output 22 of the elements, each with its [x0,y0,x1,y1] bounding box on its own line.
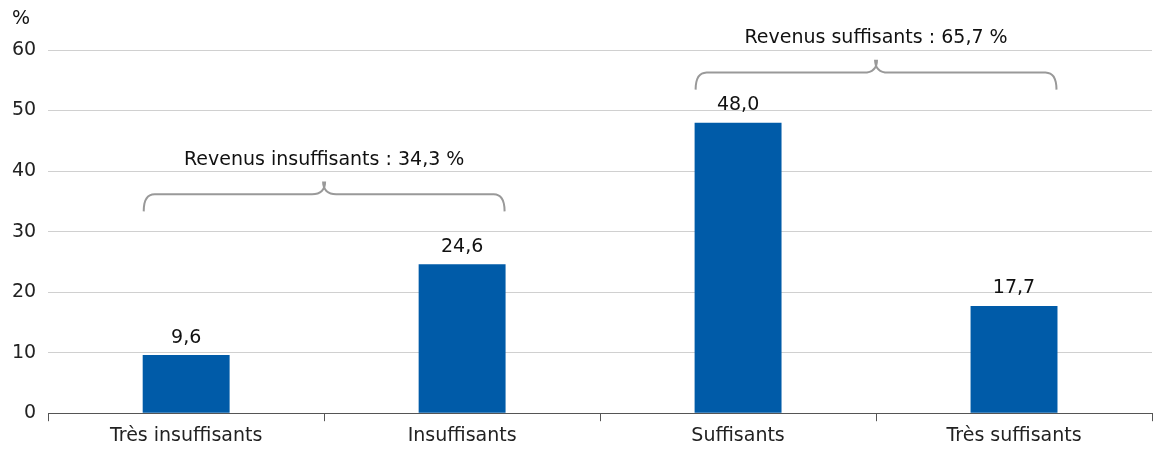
data-label: 9,6 [171,324,202,347]
y-tick-label: 60 [11,36,37,59]
bar [418,264,506,413]
bar [142,355,230,413]
y-tick-label: 0 [24,400,37,423]
y-tick-label: 50 [11,97,37,120]
text: Revenus suffisants : 65,7 % [744,25,1008,48]
data-label: 48,0 [716,92,760,115]
y-tick-label: 10 [11,339,37,362]
y-tick-label: 30 [11,218,37,241]
y-tick-label: 40 [11,158,37,180]
data-label: 17,7 [992,275,1036,298]
x-tick-label: Insuffisants [407,422,517,445]
y-tick-label: 20 [11,279,37,302]
bar [694,122,782,413]
y-axis-title: % [12,6,31,29]
x-tick-label: Suffisants [691,422,785,445]
x-tick-label: Très suffisants [945,422,1082,445]
annotation: Revenus insuffisants : 34,3 % [183,146,465,169]
data-label: 24,6 [440,233,484,256]
x-tick-label: Très insuffisants [108,422,263,445]
bar [970,306,1058,413]
